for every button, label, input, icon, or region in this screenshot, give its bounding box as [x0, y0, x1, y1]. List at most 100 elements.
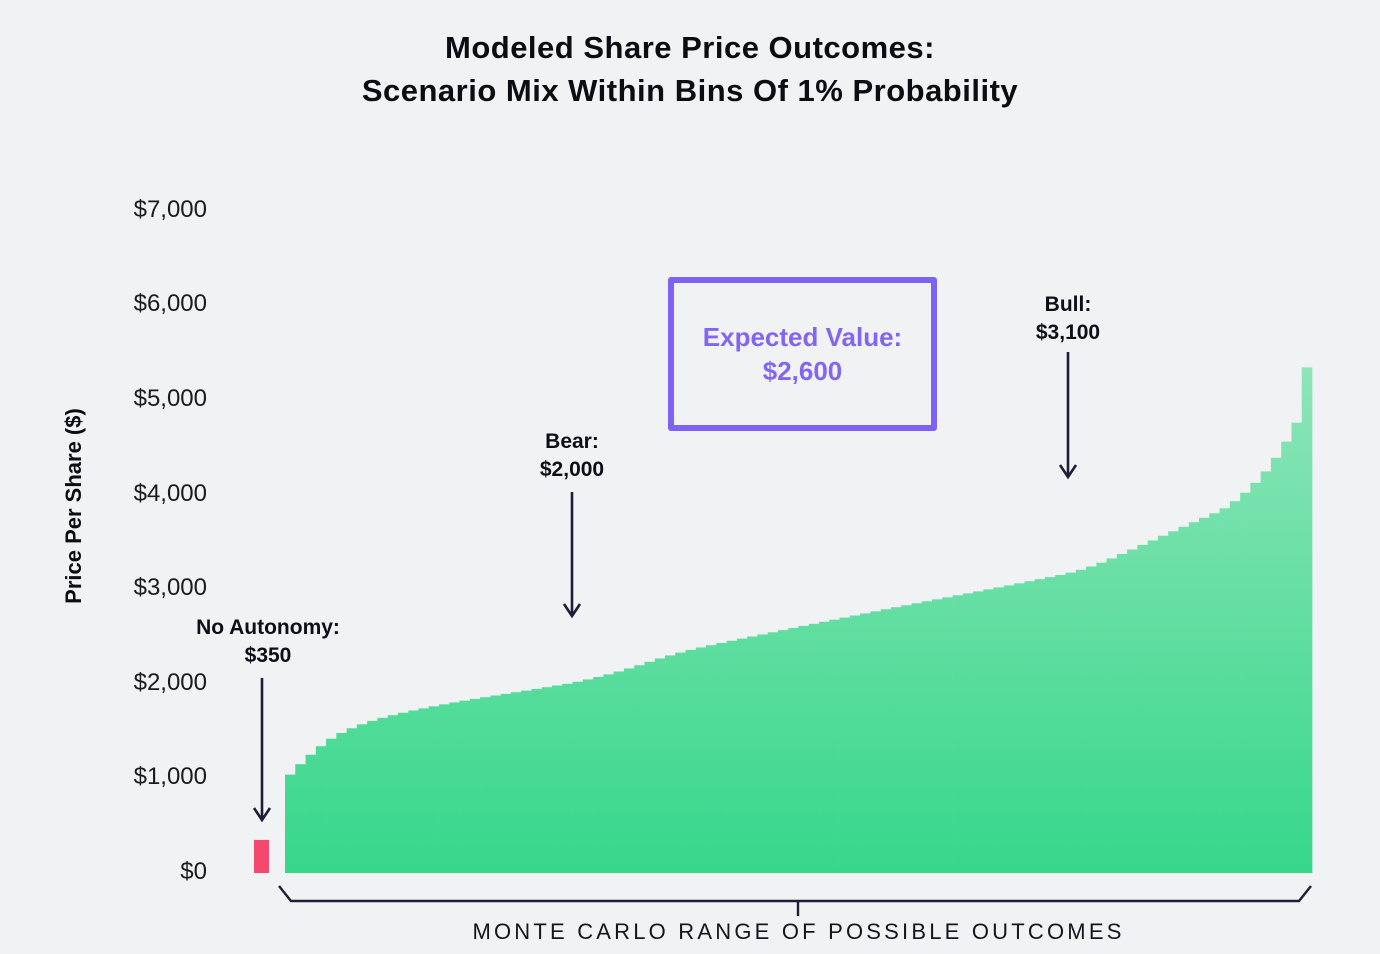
bull-annotation: Bull: $3,100 [1036, 291, 1100, 347]
outcome-bar [305, 754, 317, 873]
outcome-bar [459, 700, 471, 873]
outcome-bar [1075, 569, 1087, 873]
outcome-bar [315, 746, 327, 873]
outcome-bar [860, 613, 871, 873]
expected-value-label: Expected Value: [702, 322, 903, 352]
y-tick-label: $3,000 [133, 574, 207, 602]
outcome-bar [870, 611, 882, 873]
outcome-bar [593, 676, 604, 873]
outcome-bar [706, 645, 717, 873]
outcome-bar [1281, 441, 1292, 873]
outcome-bar [993, 587, 1005, 873]
expected-value-amount: $2,600 [762, 356, 843, 386]
outcome-bar [716, 642, 727, 873]
outcome-bar [387, 715, 399, 873]
outcome-bar [490, 695, 502, 873]
outcome-bar [1260, 471, 1272, 873]
outcome-bar [336, 732, 347, 873]
outcome-bar [1229, 501, 1241, 873]
outcome-bar [397, 712, 409, 873]
outcome-bar [1188, 522, 1200, 873]
outcome-bar [1301, 367, 1313, 873]
outcome-bar [613, 671, 625, 873]
outcome-bar [962, 593, 974, 873]
chart-title-line2: Scenario Mix Within Bins Of 1% Probabili… [361, 73, 1019, 108]
outcome-bar [1086, 566, 1097, 873]
outcome-bar [808, 623, 820, 873]
outcome-bar [1003, 585, 1015, 873]
outcome-bar [623, 668, 635, 873]
y-tick-label: $1,000 [133, 763, 207, 791]
outcome-bar [418, 708, 430, 873]
outcome-bar [685, 649, 697, 873]
outcome-bar [901, 605, 912, 873]
outcome-bar [1116, 554, 1128, 873]
outcome-bar [377, 717, 389, 873]
bear-label: Bear: [545, 430, 599, 453]
outcome-bar [1157, 535, 1169, 873]
outcome-bar [819, 621, 830, 873]
outcome-bar [1106, 558, 1118, 873]
outcome-bar [644, 661, 656, 873]
bull-value: $3,100 [1035, 321, 1101, 344]
outcome-bar [983, 589, 994, 873]
y-tick-label: $6,000 [133, 290, 207, 318]
chart-title: Modeled Share Price Outcomes: Scenario M… [0, 26, 1380, 112]
outcome-bar [675, 652, 686, 873]
y-tick-label: $5,000 [133, 385, 207, 412]
outcome-bar [890, 607, 902, 873]
outcome-bar [736, 638, 748, 873]
outcome-bar [1065, 572, 1077, 873]
outcome-bar [541, 687, 553, 873]
outcome-bar [1127, 549, 1138, 873]
expected-value-box: Expected Value: $2,600 [668, 277, 937, 431]
y-tick-label: $0 [180, 858, 207, 885]
outcome-bar [428, 706, 440, 873]
outcome-bar [829, 619, 840, 873]
outcome-bar [1291, 422, 1303, 873]
outcome-bar [572, 681, 584, 873]
outcome-bar [480, 697, 491, 873]
chart-title-line1: Modeled Share Price Outcomes: [445, 30, 935, 65]
outcome-bar [469, 698, 481, 873]
outcome-bar [1147, 540, 1159, 873]
outcome-bar [757, 634, 769, 873]
outcome-bar [1024, 581, 1036, 873]
outcome-bar [654, 658, 666, 873]
outcome-bar [346, 728, 358, 873]
outcome-bar [932, 599, 943, 873]
outcome-bar [1014, 583, 1025, 873]
outcome-bar [408, 710, 419, 873]
outcome-bar [510, 692, 522, 873]
no-autonomy-arrow [252, 678, 272, 823]
outcome-bar [521, 690, 532, 873]
bear-value: $2,000 [539, 458, 605, 481]
outcome-bar [531, 688, 543, 873]
outcome-bar [849, 615, 861, 873]
outcome-bar [1178, 526, 1190, 873]
outcome-bar [1219, 508, 1231, 873]
outcome-bar [439, 704, 450, 873]
outcome-bar [911, 603, 923, 873]
outcome-bar [777, 630, 789, 873]
y-tick-label: $7,000 [133, 195, 207, 223]
outcome-bar [634, 665, 645, 873]
no-autonomy-annotation: No Autonomy: $350 [196, 614, 340, 670]
outcome-bar [326, 738, 337, 873]
outcome-bar [552, 685, 563, 873]
outcome-bar [952, 595, 964, 873]
outcome-bars [285, 367, 1313, 873]
outcome-bar [788, 627, 799, 873]
outcome-bar [1240, 492, 1251, 873]
outcome-bar [603, 674, 614, 873]
outcome-bar [1137, 544, 1149, 873]
outcome-bar [500, 693, 512, 873]
outcome-bar [449, 702, 460, 873]
outcome-bar [726, 640, 738, 873]
outcome-bar [295, 764, 306, 873]
outcome-bar [767, 632, 779, 873]
outcome-bar [1044, 577, 1056, 873]
outcome-bar [1168, 531, 1179, 873]
